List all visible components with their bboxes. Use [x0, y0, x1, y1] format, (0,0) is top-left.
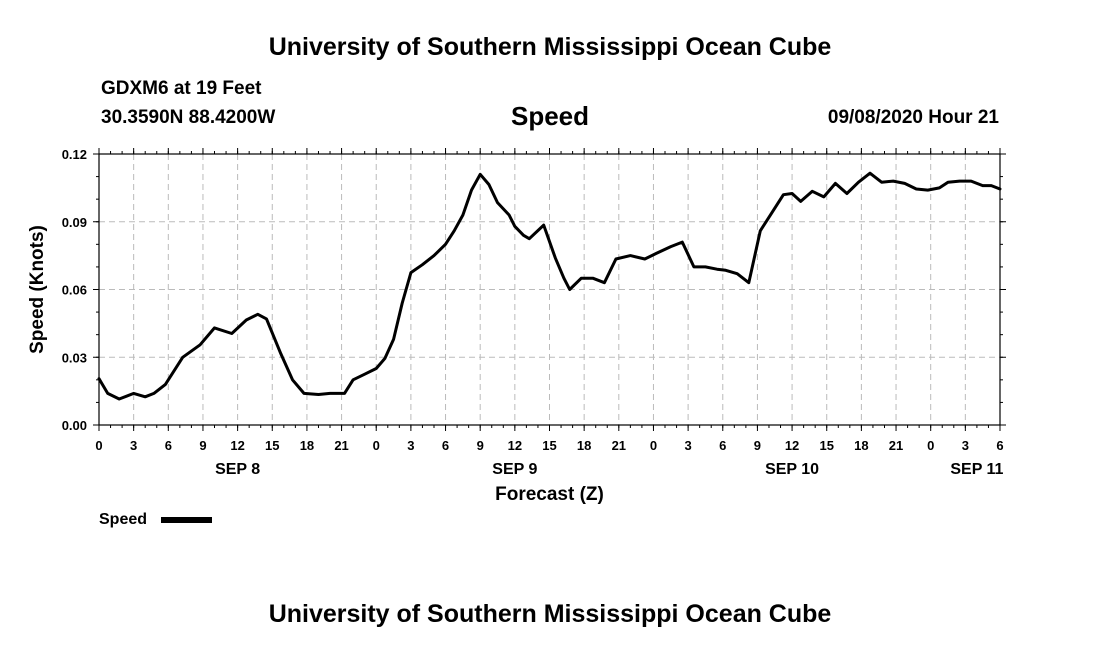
series-line-speed: [97, 171, 1002, 401]
x-tick-label: 18: [854, 438, 868, 453]
x-tick-label: 9: [199, 438, 206, 453]
x-tick-label: 9: [754, 438, 761, 453]
y-axis-title: Speed (Knots): [27, 225, 48, 354]
y-tick-label: 0.06: [62, 283, 87, 298]
x-tick-label: 12: [230, 438, 244, 453]
x-axis-title: Forecast (Z): [495, 484, 604, 505]
x-tick-label: 0: [650, 438, 657, 453]
x-tick-label: 9: [477, 438, 484, 453]
speed-chart: 0.00 0.03 0.06 0.09 0.12 0 3 6 9 12 15 18 21 0 3 6 9 12 15…: [27, 147, 1006, 528]
x-tick-label: 21: [334, 438, 348, 453]
y-tick-label: 0.12: [62, 147, 87, 162]
x-tick-label: 18: [577, 438, 591, 453]
x-tick-label: 3: [407, 438, 414, 453]
x-tick-label: 6: [442, 438, 449, 453]
x-tick-label: 6: [996, 438, 1003, 453]
day-label: SEP 10: [765, 461, 819, 478]
x-tick-label: 12: [785, 438, 799, 453]
x-tick-label: 0: [927, 438, 934, 453]
station-coordinates: 30.3590N 88.4200W: [101, 107, 276, 128]
x-tick-label: 0: [95, 438, 102, 453]
forecast-issue-time: 09/08/2020 Hour 21: [827, 107, 999, 128]
x-tick-label: 21: [612, 438, 626, 453]
x-tick-label: 15: [542, 438, 556, 453]
x-tick-label: 3: [684, 438, 691, 453]
legend-label: Speed: [99, 511, 147, 528]
page-title: University of Southern Mississippi Ocean…: [268, 33, 832, 61]
station-label: GDXM6 at 19 Feet: [101, 78, 262, 99]
day-label: SEP 9: [492, 461, 537, 478]
y-tick-label: 0.09: [62, 215, 87, 230]
x-tick-label: 15: [819, 438, 833, 453]
y-tick-label: 0.03: [62, 350, 87, 365]
x-tick-label: 6: [719, 438, 726, 453]
x-tick-label: 3: [962, 438, 969, 453]
plot-frame: [98, 153, 1001, 426]
day-label: SEP 11: [950, 461, 1003, 478]
x-tick-label: 18: [300, 438, 314, 453]
x-tick-label: 3: [130, 438, 137, 453]
footer-title: University of Southern Mississippi Ocean…: [268, 600, 832, 628]
x-tick-label: 6: [165, 438, 172, 453]
y-tick-label: 0.00: [62, 418, 87, 433]
day-label: SEP 8: [215, 461, 260, 478]
x-tick-label: 15: [265, 438, 279, 453]
variable-title: Speed: [510, 101, 590, 131]
x-tick-label: 21: [889, 438, 903, 453]
x-tick-label: 0: [373, 438, 380, 453]
x-tick-label: 12: [508, 438, 522, 453]
